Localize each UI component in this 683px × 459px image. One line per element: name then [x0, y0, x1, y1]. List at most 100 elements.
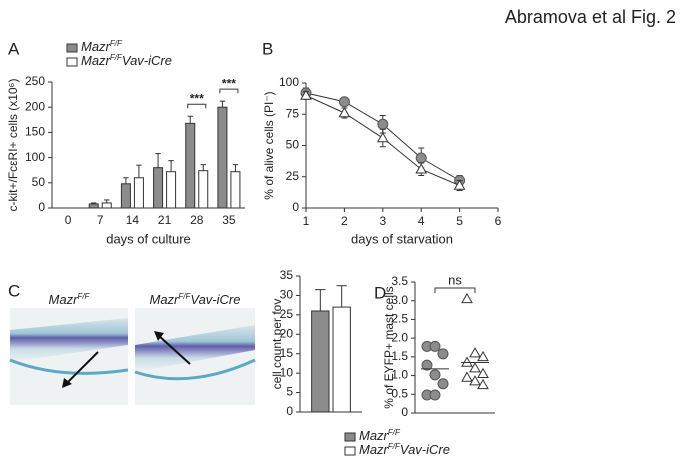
x-tick-label: 3	[379, 214, 386, 228]
significance-label: ***	[190, 91, 204, 105]
y-tick-label: 25	[286, 169, 300, 183]
circle-marker	[415, 152, 427, 164]
panel-label: A	[8, 39, 20, 58]
x-tick-label: 21	[158, 213, 172, 227]
circle-marker	[429, 340, 441, 352]
significance-bracket	[219, 88, 239, 94]
y-tick-label: 0.5	[391, 386, 408, 400]
arrow	[65, 351, 99, 385]
tissue-edge	[134, 358, 256, 381]
y-tick-label: 0	[38, 200, 45, 214]
legend-label: MazrF/F	[359, 428, 401, 444]
y-tick-label: 2.0	[391, 330, 408, 344]
legend-swatch	[344, 446, 356, 456]
triangle-marker	[461, 371, 473, 382]
y-axis-label: % of EYFP+ mast cells	[382, 286, 396, 408]
y-tick-label: 250	[25, 74, 45, 88]
panel-label: C	[8, 281, 20, 300]
triangle-marker	[338, 106, 351, 118]
image-label: MazrF/F	[49, 292, 91, 308]
x-tick-label: 7	[97, 213, 104, 227]
arrow-head	[62, 378, 72, 388]
y-tick-label: 0	[286, 404, 293, 418]
triangle-marker	[469, 347, 481, 358]
x-tick-label: 0	[65, 213, 72, 227]
x-tick-label: 6	[495, 214, 502, 228]
y-tick-label: 1.0	[391, 368, 408, 382]
triangle-marker	[477, 367, 489, 378]
tissue-left	[10, 318, 128, 362]
y-tick-label: 10	[280, 365, 294, 379]
circle-marker	[437, 348, 449, 360]
triangle-marker	[300, 89, 312, 100]
tissue-right	[135, 325, 255, 372]
bar	[332, 306, 351, 413]
y-tick-label: 30	[280, 288, 294, 302]
tissue-edge	[9, 358, 129, 375]
bar	[217, 106, 228, 209]
x-tick-label: 2	[341, 214, 348, 228]
triangle-marker	[477, 350, 489, 362]
significance-bracket	[187, 103, 207, 109]
bar	[185, 122, 196, 209]
histology-images	[9, 308, 256, 405]
x-tick-label: 14	[126, 213, 140, 227]
y-tick-label: 1.5	[391, 349, 408, 363]
y-tick-label: 3.5	[391, 274, 408, 288]
circle-marker	[377, 118, 389, 130]
y-tick-label: 3.0	[391, 293, 408, 307]
legend-swatch	[66, 57, 78, 67]
legend-swatch	[344, 432, 356, 442]
y-tick-label: 20	[280, 326, 294, 340]
x-tick-label: 5	[456, 214, 463, 228]
significance-label: ns	[448, 272, 462, 287]
bar	[153, 167, 164, 209]
arrow-head	[154, 331, 164, 341]
circle-marker	[429, 369, 441, 381]
bar	[133, 177, 144, 209]
y-tick-label: 150	[25, 125, 45, 139]
triangle-marker	[469, 362, 481, 373]
y-axis-label: cell count per fov	[270, 299, 284, 390]
circle-marker	[421, 359, 433, 371]
x-tick-label: 35	[222, 213, 236, 227]
triangle-marker	[477, 378, 489, 390]
arrow	[157, 334, 191, 365]
y-tick-label: 50	[286, 138, 300, 152]
legend-swatch	[66, 43, 78, 53]
y-tick-label: 5	[286, 385, 293, 399]
x-axis-label: days of starvation	[351, 231, 453, 246]
y-tick-label: 25	[280, 307, 294, 321]
legend-label: MazrF/FVav-iCre	[81, 53, 172, 69]
triangle-marker	[415, 163, 428, 174]
panel-label: B	[262, 39, 273, 58]
significance-bracket	[434, 287, 476, 293]
triangle-marker	[453, 179, 466, 190]
y-tick-label: 200	[25, 99, 45, 113]
figure-header: Abramova et al Fig. 2	[505, 7, 676, 27]
x-tick-label: 4	[418, 214, 425, 228]
bar	[311, 310, 330, 413]
image-label: MazrF/FVav-iCre	[150, 292, 241, 308]
legend-label: MazrF/F	[81, 39, 123, 55]
circle-marker	[429, 389, 441, 401]
y-tick-label: 100	[25, 150, 45, 164]
y-tick-label: 0	[292, 200, 299, 214]
y-tick-label: 75	[286, 106, 300, 120]
bar	[230, 171, 241, 209]
triangle-marker	[461, 292, 473, 304]
triangle-marker	[376, 131, 389, 143]
x-tick-label: 1	[303, 214, 310, 228]
x-axis-label: days of culture	[106, 231, 191, 246]
bar	[198, 170, 209, 209]
triangle-marker	[461, 356, 473, 367]
bar	[166, 171, 177, 209]
bar	[120, 183, 131, 209]
triangle-marker	[469, 375, 481, 386]
y-tick-label: 0	[401, 405, 408, 419]
y-tick-label: 15	[280, 346, 294, 360]
y-tick-label: 100	[279, 75, 299, 89]
bar	[101, 202, 112, 209]
legend-label: MazrF/FVav-iCre	[359, 442, 450, 458]
